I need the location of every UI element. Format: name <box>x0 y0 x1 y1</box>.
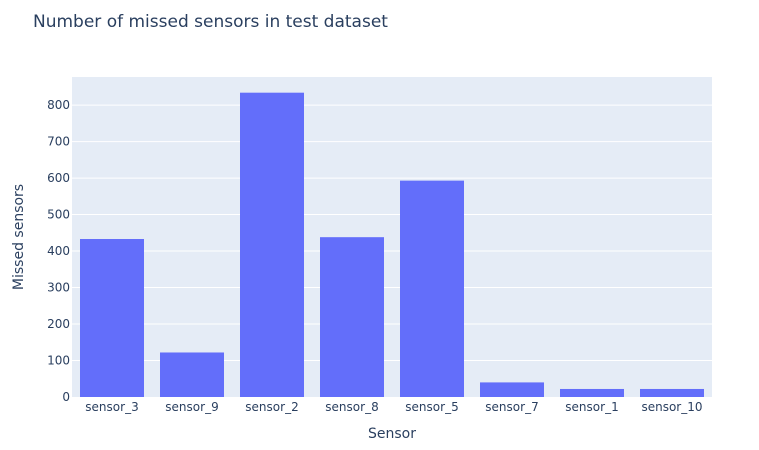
x-tick-label: sensor_7 <box>485 400 538 414</box>
gridlines <box>72 104 712 362</box>
x-tick-label: sensor_8 <box>325 400 378 414</box>
bar-sensor-7 <box>480 382 544 397</box>
bar-sensor-5 <box>400 180 464 397</box>
y-tick-label: 400 <box>47 244 70 258</box>
x-tick-label: sensor_3 <box>85 400 138 414</box>
y-tick-label: 300 <box>47 281 70 295</box>
x-tick-label: sensor_9 <box>165 400 218 414</box>
x-tick-label: sensor_10 <box>641 400 702 414</box>
y-tick-label: 600 <box>47 171 70 185</box>
x-axis-ticks: sensor_3 sensor_9 sensor_2 sensor_8 sensor_5… <box>85 400 702 414</box>
x-tick-label: sensor_1 <box>565 400 618 414</box>
bar-sensor-3 <box>80 239 144 397</box>
y-tick-label: 0 <box>62 390 70 404</box>
x-axis-title: Sensor <box>368 426 416 442</box>
y-tick-label: 700 <box>47 135 70 149</box>
y-tick-label: 800 <box>47 98 70 112</box>
bar-sensor-9 <box>160 352 224 397</box>
x-tick-label: sensor_5 <box>405 400 458 414</box>
y-tick-label: 200 <box>47 317 70 331</box>
bar-sensor-1 <box>560 388 624 397</box>
bars <box>80 92 704 397</box>
y-axis-ticks: 0 100 200 300 400 500 600 700 800 <box>47 98 70 404</box>
bar-sensor-8 <box>320 237 384 397</box>
y-axis-title: Missed sensors <box>11 184 27 290</box>
bar-sensor-10 <box>640 388 704 397</box>
chart-title: Number of missed sensors in test dataset <box>33 12 388 32</box>
y-tick-label: 100 <box>47 354 70 368</box>
plot-area <box>72 77 712 397</box>
bar-sensor-2 <box>240 92 304 397</box>
x-tick-label: sensor_2 <box>245 400 298 414</box>
y-tick-label: 500 <box>47 208 70 222</box>
